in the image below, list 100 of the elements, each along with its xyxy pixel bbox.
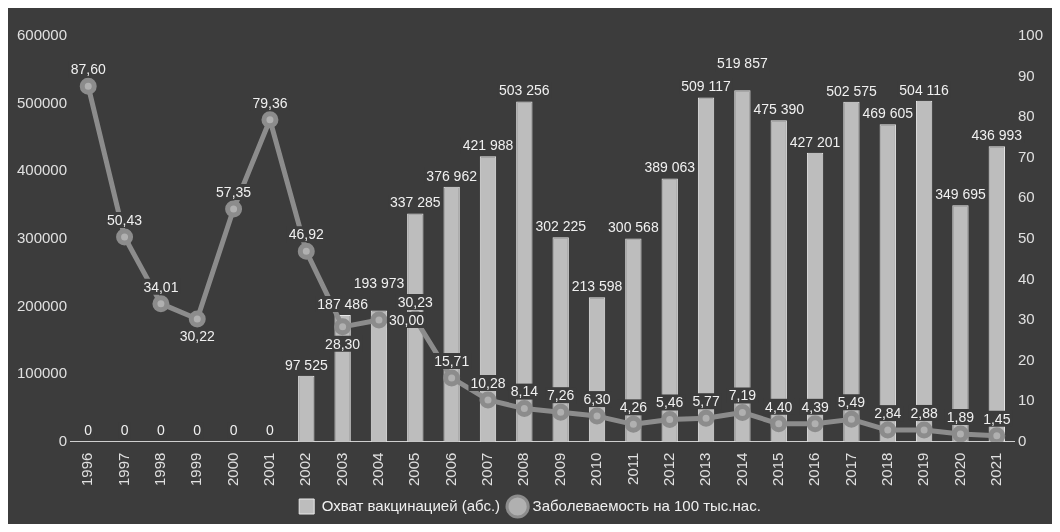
point <box>552 403 570 421</box>
data-label: 503 256 <box>499 82 550 99</box>
data-label: 10,28 <box>470 374 506 391</box>
point <box>261 111 279 129</box>
x-tick-label: 2009 <box>550 452 568 487</box>
data-label: 30,00 <box>388 311 425 328</box>
data-label: 475 390 <box>753 101 805 118</box>
data-label: 1,89 <box>946 408 975 425</box>
data-label: 0 <box>157 422 166 439</box>
point <box>951 425 969 442</box>
y-tick-label: 0 <box>58 431 68 449</box>
data-label: 46,92 <box>288 226 325 243</box>
data-label: 0 <box>266 422 275 439</box>
data-label: 6,30 <box>583 390 611 407</box>
y-tick-label: 300000 <box>16 228 68 246</box>
y2-tick-label: 50 <box>1017 228 1035 246</box>
data-label: 376 962 <box>426 167 478 184</box>
point <box>806 415 824 433</box>
data-label: 4,39 <box>801 398 829 415</box>
x-tick-label: 1997 <box>114 452 132 487</box>
point <box>661 410 679 428</box>
data-label: 50,43 <box>107 211 143 228</box>
point <box>515 400 533 418</box>
data-label: 30,22 <box>179 327 215 344</box>
x-tick-label: 2015 <box>768 452 786 487</box>
data-label: 0 <box>120 422 129 439</box>
data-label: 0 <box>193 422 202 439</box>
data-label: 502 575 <box>826 82 877 99</box>
x-tick-label: 2014 <box>732 452 750 487</box>
x-tick-label: 2021 <box>986 452 1004 487</box>
y2-tick-label: 20 <box>1017 350 1035 368</box>
y2-tick-label: 70 <box>1017 147 1035 165</box>
data-label: 300 568 <box>608 219 659 236</box>
x-tick-label: 2005 <box>405 452 423 487</box>
data-label: 7,26 <box>547 387 575 404</box>
data-label: 5,49 <box>837 394 866 411</box>
data-label: 87,60 <box>70 61 106 78</box>
x-tick-label: 2002 <box>296 452 314 487</box>
data-label: 213 598 <box>571 278 623 295</box>
data-label: 97 525 <box>284 356 328 373</box>
x-tick-label: 2000 <box>223 452 241 487</box>
y-tick-label: 600000 <box>16 26 68 44</box>
data-label: 15,71 <box>434 352 470 369</box>
x-tick-label: 2016 <box>805 452 823 487</box>
point <box>479 391 497 409</box>
y2-tick-label: 100 <box>1017 26 1043 44</box>
x-tick-label: 2010 <box>587 452 605 487</box>
point <box>188 310 206 328</box>
point <box>225 200 243 218</box>
x-tick-label: 2008 <box>514 452 532 487</box>
data-label: 436 993 <box>971 127 1023 144</box>
data-label: 4,26 <box>619 399 648 416</box>
data-label: 1,45 <box>983 410 1011 427</box>
data-label: 389 063 <box>644 159 696 176</box>
data-label: 337 285 <box>390 194 441 211</box>
y-tick-label: 400000 <box>16 161 68 179</box>
data-label: 187 486 <box>317 295 369 312</box>
data-label: 193 973 <box>353 275 405 292</box>
y2-tick-label: 30 <box>1017 310 1035 328</box>
x-tick-label: 2001 <box>260 452 278 487</box>
point <box>770 415 788 433</box>
data-label: 8,14 <box>510 383 539 400</box>
point <box>297 242 315 260</box>
y2-tick-label: 60 <box>1017 188 1035 206</box>
y-tick-label: 200000 <box>16 296 68 314</box>
point <box>879 421 897 439</box>
point <box>79 77 97 95</box>
point <box>988 427 1006 442</box>
x-tick-label: 2020 <box>950 452 968 487</box>
data-label: 28,30 <box>325 335 361 352</box>
x-tick-label: 2012 <box>659 452 677 487</box>
point <box>116 228 134 246</box>
data-label: 34,01 <box>143 278 179 295</box>
data-label: 4,40 <box>765 398 793 415</box>
legend-label: Заболеваемость на 100 тыс.нас. <box>532 496 761 514</box>
data-label: 0 <box>229 422 238 439</box>
legend-label: Охват вакцинацией (абс.) <box>321 496 501 514</box>
x-tick-label: 2007 <box>478 452 496 487</box>
data-label: 5,46 <box>656 394 684 411</box>
point <box>443 369 461 387</box>
data-label: 504 116 <box>899 81 950 98</box>
x-tick-label: 2004 <box>369 452 387 487</box>
y2-tick-label: 90 <box>1017 66 1035 84</box>
x-tick-label: 2011 <box>623 452 641 485</box>
x-tick-label: 1998 <box>151 452 169 487</box>
point <box>624 415 642 433</box>
y-tick-label: 100000 <box>16 364 68 382</box>
y2-tick-label: 40 <box>1017 269 1035 287</box>
point <box>370 311 388 329</box>
data-label: 2,84 <box>874 404 902 421</box>
point <box>915 421 933 439</box>
data-label: 469 605 <box>862 105 914 122</box>
data-label: 0 <box>84 422 93 439</box>
data-label: 302 225 <box>535 218 587 235</box>
x-tick-label: 2006 <box>441 452 459 487</box>
data-label: 421 988 <box>462 137 514 154</box>
data-label: 2,88 <box>910 404 938 421</box>
y-tick-label: 500000 <box>16 93 68 111</box>
data-label: 519 857 <box>717 55 768 72</box>
x-tick-label: 2013 <box>696 452 714 487</box>
